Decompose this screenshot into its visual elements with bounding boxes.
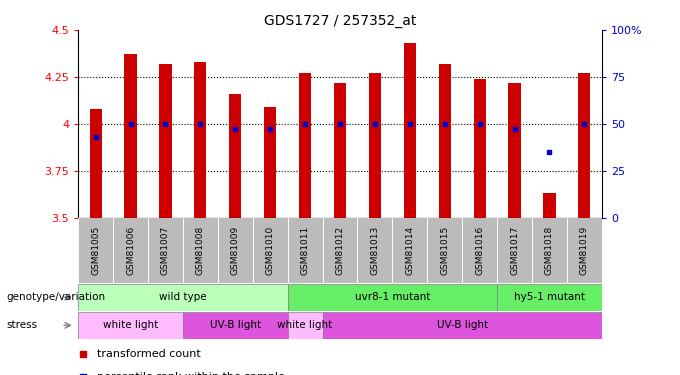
Bar: [299, 73, 311, 217]
Text: GSM81014: GSM81014: [405, 226, 414, 275]
Text: UV-B light: UV-B light: [209, 320, 261, 330]
Text: wild type: wild type: [159, 292, 207, 302]
Bar: [159, 64, 171, 217]
Bar: [369, 73, 381, 217]
Bar: [229, 94, 241, 218]
Text: GSM81006: GSM81006: [126, 226, 135, 275]
Text: uvr8-1 mutant: uvr8-1 mutant: [355, 292, 430, 302]
Bar: [288, 312, 322, 339]
Bar: [543, 193, 556, 217]
Bar: [334, 82, 346, 218]
Bar: [78, 312, 183, 339]
Bar: [183, 312, 288, 339]
Bar: [578, 73, 590, 217]
Text: GSM81009: GSM81009: [231, 226, 240, 275]
Text: percentile rank within the sample: percentile rank within the sample: [97, 372, 284, 375]
Bar: [322, 312, 602, 339]
Text: white light: white light: [277, 320, 333, 330]
Bar: [90, 109, 102, 217]
Text: transformed count: transformed count: [97, 350, 201, 359]
Title: GDS1727 / 257352_at: GDS1727 / 257352_at: [264, 13, 416, 28]
Text: GSM81019: GSM81019: [580, 226, 589, 275]
Text: genotype/variation: genotype/variation: [7, 292, 106, 302]
Text: GSM81005: GSM81005: [91, 226, 100, 275]
Bar: [497, 284, 602, 310]
Bar: [194, 62, 207, 217]
Bar: [124, 54, 137, 217]
Text: GSM81011: GSM81011: [301, 226, 309, 275]
Text: GSM81012: GSM81012: [335, 226, 345, 275]
Bar: [404, 43, 416, 218]
Text: white light: white light: [103, 320, 158, 330]
Text: GSM81016: GSM81016: [475, 226, 484, 275]
Text: GSM81010: GSM81010: [266, 226, 275, 275]
Text: GSM81017: GSM81017: [510, 226, 519, 275]
Bar: [473, 79, 486, 218]
Text: GSM81008: GSM81008: [196, 226, 205, 275]
Text: hy5-1 mutant: hy5-1 mutant: [514, 292, 585, 302]
Text: GSM81018: GSM81018: [545, 226, 554, 275]
Bar: [264, 107, 276, 218]
Text: GSM81013: GSM81013: [371, 226, 379, 275]
Bar: [288, 284, 497, 310]
Text: stress: stress: [7, 320, 38, 330]
Bar: [509, 82, 521, 218]
Bar: [439, 64, 451, 217]
Text: GSM81007: GSM81007: [161, 226, 170, 275]
Text: UV-B light: UV-B light: [437, 320, 488, 330]
Bar: [78, 284, 288, 310]
Text: GSM81015: GSM81015: [440, 226, 449, 275]
